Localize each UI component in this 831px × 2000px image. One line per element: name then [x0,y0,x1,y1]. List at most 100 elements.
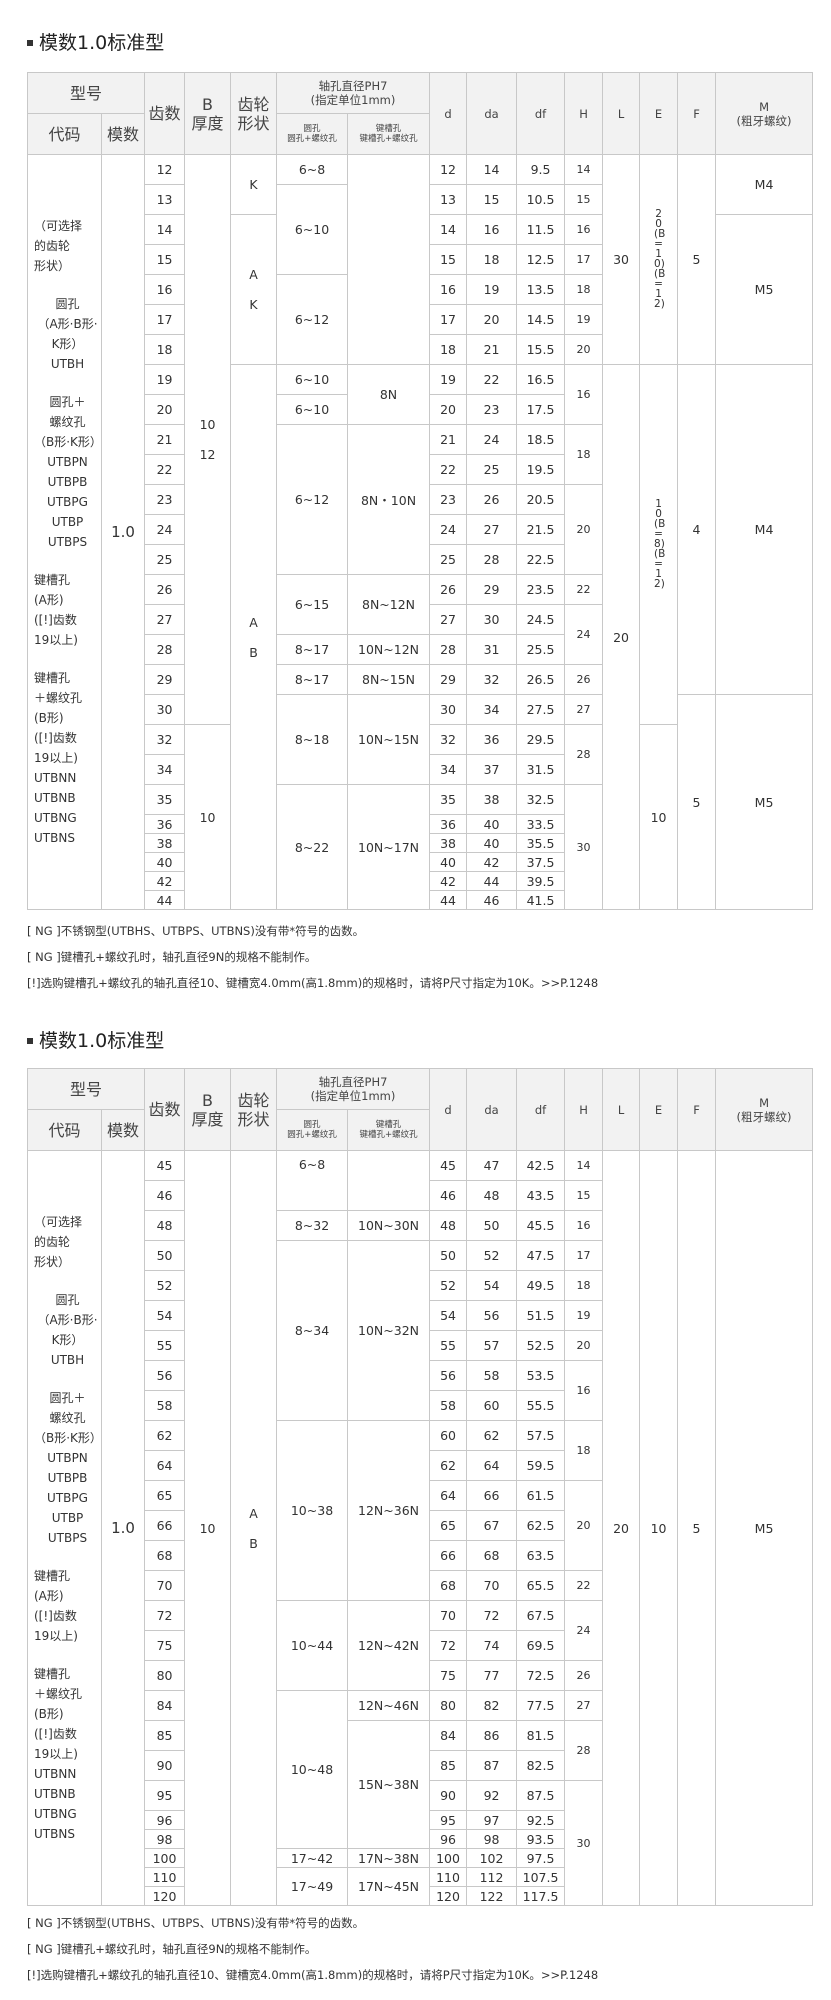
d-cell: 40 [429,852,468,872]
model-code-line: UTBH [50,357,85,371]
da-cell: 15 [466,184,518,215]
bore-round-cell: 6~12 [276,424,349,575]
table-row: 14 A K 14 16 11.5 16 M5 [28,214,814,365]
section-title-text: 模数1.0标准型 [39,1030,165,1052]
d-cell: 24 [429,514,468,545]
header-e: E [639,1068,679,1151]
d-cell: 45 [429,1150,468,1181]
header-bore-keyway: 键槽孔 键槽孔+螺纹孔 [347,1109,431,1151]
table-row: 44 44 46 41.5 [28,890,813,910]
da-cell: 52 [466,1240,518,1271]
header-bore-diameter-label: (指定单位1mm) [310,1089,396,1103]
header-gear-shape: 齿轮 形状 [230,72,278,155]
section-title: 模数1.0标准型 [27,1028,164,1054]
bore-round-cell: 6~12 [276,274,349,365]
da-cell: 31 [466,634,518,665]
da-cell: 38 [466,784,518,815]
d-cell: 95 [429,1810,468,1830]
table-row: 36 36 40 33.5 [28,814,813,834]
H-cell: 16 [564,1360,604,1421]
d-cell: 13 [429,184,468,215]
d-cell: 110 [429,1867,468,1887]
df-cell: 18.5 [516,424,566,455]
header-df: df [516,1068,566,1151]
M-cell: M4 [715,364,814,695]
bullet-square-icon [27,40,33,46]
bore-round-cell: 10~44 [276,1600,349,1691]
teeth-cell: 120 [144,1886,186,1906]
header-module-label: 模数 [107,124,140,144]
da-cell: 60 [466,1390,518,1421]
da-cell: 34 [466,694,518,725]
model-code-line: ([!]齿数 [34,1727,77,1741]
teeth-cell: 27 [144,604,186,635]
da-cell: 47 [466,1150,518,1181]
model-code-line: UTBP [51,515,84,529]
teeth-cell: 30 [144,694,186,725]
header-thickness-label: B [202,94,213,114]
header-l: L [602,72,641,155]
d-cell: 23 [429,484,468,515]
teeth-cell: 12 [144,154,186,185]
H-cell: 17 [564,1240,604,1271]
teeth-cell: 80 [144,1660,186,1691]
df-cell: 22.5 [516,544,566,575]
d-cell: 18 [429,334,468,365]
teeth-cell: 100 [144,1848,186,1868]
da-cell: 36 [466,724,518,755]
table-row: 95 90 92 87.5 30 [28,1780,813,1906]
model-code-cell: （可选择 的齿轮 形状） 圆孔 （A形·B形· K形） UTBH 圆孔＋ 螺纹孔 （B形·K形） U… [27,1150,102,1906]
header-d-label: d [444,106,452,121]
model-code-line: UTBPG [47,1491,88,1505]
header-bore-diameter-label: 轴孔直径PH7 [318,79,388,93]
shape-value: K [249,297,258,312]
module-cell: 1.0 [100,154,146,910]
header-thickness-label: 厚度 [191,1109,224,1129]
model-code-line: 键槽孔 [34,1667,71,1681]
table-row: 46 46 48 43.5 15 [28,1180,813,1211]
teeth-cell: 52 [144,1270,186,1301]
header-bore-round-label: 圆孔 [303,1120,321,1130]
da-cell: 50 [466,1210,518,1241]
header-row: 代码 模数 圆孔 圆孔+螺纹孔 键槽孔 键槽孔+螺纹孔 [27,113,813,155]
bore-round-cell: 17~42 [276,1848,349,1868]
df-cell: 43.5 [516,1180,566,1211]
module-cell: 1.0 [100,1150,146,1906]
df-cell: 25.5 [516,634,566,665]
table-row: 18 18 21 15.5 20 [28,334,813,365]
table-row: 54 54 56 51.5 19 [28,1300,813,1331]
da-cell: 48 [466,1180,518,1211]
df-cell: 41.5 [516,890,566,910]
d-cell: 72 [429,1630,468,1661]
H-cell: 18 [564,274,604,305]
df-cell: 63.5 [516,1540,566,1571]
bore-key-cell: 17N~45N [347,1867,431,1906]
shape-value: B [249,644,258,660]
da-cell: 24 [466,424,518,455]
model-code-line: UTBNB [34,1787,76,1801]
model-code-line: UTBPB [47,475,88,489]
bore-round-cell: 8~18 [276,694,349,785]
model-code-block: 键槽孔 ＋螺纹孔 (B形) ([!]齿数 19以上) UTBNN UTBNB UTBNG UTB… [34,668,101,848]
d-cell: 60 [429,1420,468,1451]
d-cell: 36 [429,814,468,834]
da-cell: 62 [466,1420,518,1451]
table-row: （可选择 的齿轮 形状） 圆孔 （A形·B形· K形） UTBH 圆孔＋ 螺纹孔 （B形·K形） U… [27,1150,814,1906]
d-cell: 75 [429,1660,468,1691]
H-cell: 18 [564,424,604,485]
H-cell: 22 [564,1570,604,1601]
header-bore-diameter-label: 轴孔直径PH7 [318,1075,388,1089]
header-bore-round: 圆孔 圆孔+螺纹孔 [276,1109,349,1151]
header-thickness-label: 厚度 [191,113,224,133]
df-cell: 13.5 [516,274,566,305]
teeth-cell: 20 [144,394,186,425]
teeth-cell: 68 [144,1540,186,1571]
H-cell: 20 [564,484,604,575]
header-m-thread: M (粗牙螺纹) [715,1068,814,1151]
header-model: 型号 [26,1068,146,1110]
model-code-line: UTBPN [47,1451,88,1465]
bullet-square-icon [27,1038,33,1044]
da-cell: 19 [466,274,518,305]
note-line: [ NG ]键槽孔+螺纹孔时，轴孔直径9N的规格不能制作。 [27,1942,317,1956]
